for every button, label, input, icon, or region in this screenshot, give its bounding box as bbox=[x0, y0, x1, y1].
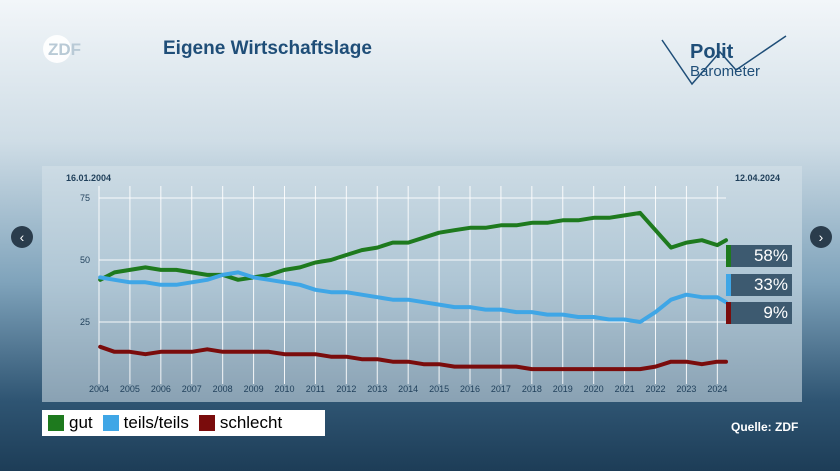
x-tick-label: 2010 bbox=[274, 384, 294, 394]
next-arrow-button[interactable]: › bbox=[810, 226, 832, 248]
x-tick-label: 2019 bbox=[553, 384, 573, 394]
value-tick-schlecht bbox=[726, 302, 731, 324]
x-tick-label: 2004 bbox=[89, 384, 109, 394]
chevron-left-icon: ‹ bbox=[19, 229, 25, 245]
x-tick-label: 2006 bbox=[151, 384, 171, 394]
x-tick-label: 2018 bbox=[522, 384, 542, 394]
line-chart: 16.01.2004 12.04.2024 25 50 75 2004 2005 2006 20… bbox=[66, 173, 780, 394]
y-tick-label: 75 bbox=[80, 193, 90, 203]
chart-title: Eigene Wirtschaftslage bbox=[163, 38, 372, 59]
line-series-gut bbox=[98, 210, 728, 282]
politbarometer-logo: Polit Barometer bbox=[661, 35, 787, 86]
legend-label-teils: teils/teils bbox=[123, 413, 189, 432]
legend-label-schlecht: schlecht bbox=[219, 413, 283, 432]
x-tick-label: 2022 bbox=[645, 384, 665, 394]
value-schlecht: 9% bbox=[763, 303, 788, 322]
value-teils: 33% bbox=[753, 275, 788, 294]
y-tick-label: 50 bbox=[80, 255, 90, 265]
start-date-label: 16.01.2004 bbox=[66, 173, 111, 183]
value-box-gut: 58% bbox=[726, 245, 792, 267]
value-tick-gut bbox=[726, 245, 731, 267]
x-tick-label: 2015 bbox=[429, 384, 449, 394]
x-tick-label: 2016 bbox=[460, 384, 480, 394]
source-note: Quelle: ZDF bbox=[731, 420, 799, 434]
end-date-label: 12.04.2024 bbox=[735, 173, 780, 183]
line-series-teils bbox=[98, 270, 728, 324]
value-box-teils: 33% bbox=[726, 274, 792, 296]
y-tick-label: 25 bbox=[80, 317, 90, 327]
x-tick-label: 2011 bbox=[306, 384, 325, 394]
x-tick-label: 2005 bbox=[120, 384, 140, 394]
line-series-schlecht bbox=[98, 344, 728, 372]
value-tick-teils bbox=[726, 274, 731, 296]
legend-swatch-teils bbox=[102, 415, 119, 431]
legend-swatch-schlecht bbox=[198, 415, 215, 431]
politbarometer-word2: Barometer bbox=[690, 63, 760, 80]
x-tick-label: 2009 bbox=[244, 384, 264, 394]
legend-item-teils: teils/teils bbox=[102, 413, 189, 433]
legend-swatch-gut bbox=[48, 415, 64, 431]
zdf-logo-text: ZDF bbox=[48, 40, 81, 59]
previous-arrow-button[interactable]: ‹ bbox=[11, 226, 33, 248]
x-tick-label: 2017 bbox=[491, 384, 511, 394]
politbarometer-word1: Polit bbox=[690, 41, 734, 63]
x-tick-label: 2023 bbox=[676, 384, 696, 394]
value-box-schlecht: 9% bbox=[726, 302, 792, 324]
x-tick-label: 2020 bbox=[584, 384, 604, 394]
zdf-logo: ZDF bbox=[43, 35, 81, 63]
chart-panel: 16.01.2004 12.04.2024 25 50 75 2004 2005 2006 20… bbox=[42, 166, 802, 402]
x-tick-label: 2007 bbox=[182, 384, 202, 394]
legend: gut teils/teils schlecht bbox=[42, 410, 325, 436]
value-gut: 58% bbox=[753, 246, 788, 265]
x-tick-label: 2013 bbox=[367, 384, 387, 394]
x-tick-label: 2021 bbox=[615, 384, 635, 394]
legend-item-schlecht: schlecht bbox=[198, 413, 283, 433]
chevron-right-icon: › bbox=[818, 229, 824, 245]
x-tick-label: 2024 bbox=[707, 384, 727, 394]
x-tick-label: 2014 bbox=[398, 384, 418, 394]
legend-label-gut: gut bbox=[69, 413, 93, 432]
legend-item-gut: gut bbox=[48, 413, 93, 433]
x-tick-label: 2008 bbox=[213, 384, 233, 394]
x-tick-label: 2012 bbox=[336, 384, 356, 394]
